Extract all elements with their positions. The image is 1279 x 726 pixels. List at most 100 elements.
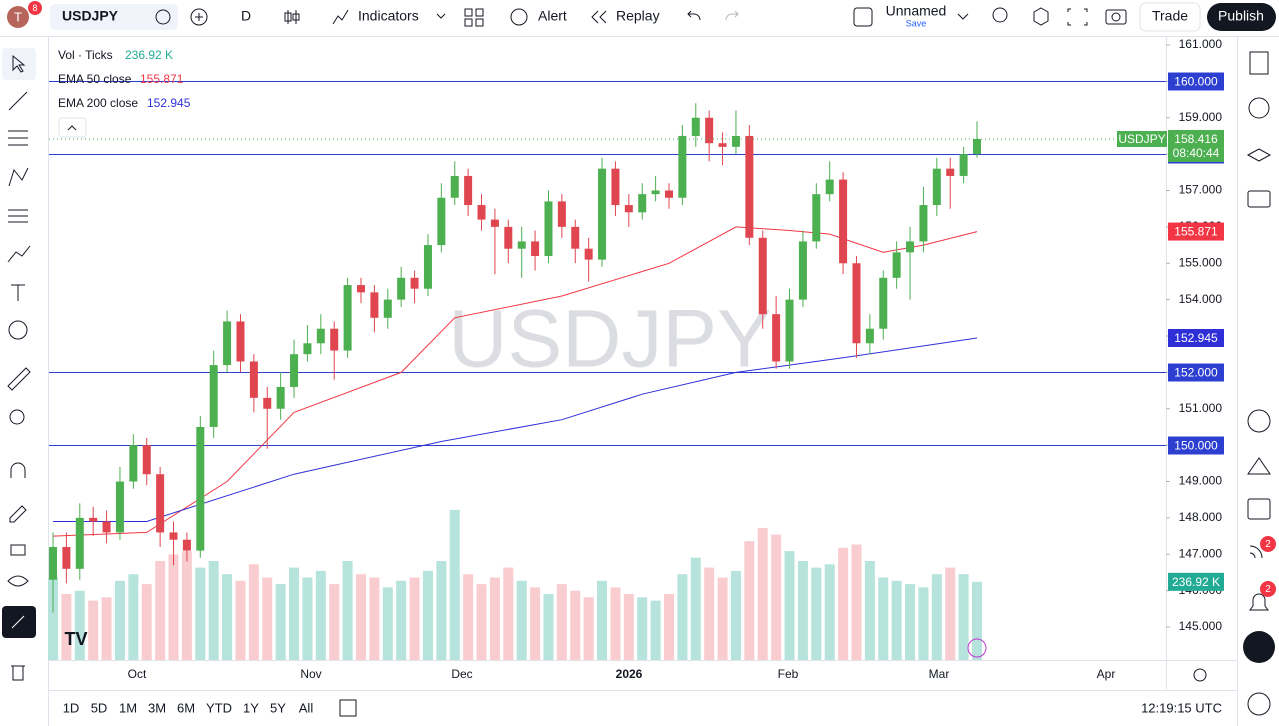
range-button[interactable]: 1D <box>63 700 80 715</box>
volume-bar <box>543 594 554 660</box>
target[interactable] <box>1247 409 1271 433</box>
notifications[interactable] <box>1249 593 1269 611</box>
settings[interactable] <box>1033 7 1049 26</box>
magnet-tool[interactable] <box>10 462 26 478</box>
projection-tool[interactable] <box>8 209 28 223</box>
event-marker[interactable] <box>967 638 987 658</box>
candle-body <box>651 190 660 195</box>
volume-bar <box>864 561 875 660</box>
watchlist[interactable] <box>1249 51 1269 75</box>
tool-selected[interactable] <box>2 48 36 80</box>
volume-bar <box>369 577 380 660</box>
publish-button[interactable] <box>1207 3 1276 31</box>
layout-checkbox[interactable] <box>853 7 873 27</box>
interval[interactable]: D <box>241 8 251 24</box>
volume-bar <box>891 580 902 660</box>
candle-body <box>731 135 740 147</box>
candle-body <box>236 321 245 362</box>
candle-body <box>263 397 272 409</box>
candle-body <box>865 328 874 344</box>
volume-tag <box>1168 572 1224 591</box>
delete-tool[interactable] <box>11 665 25 681</box>
volume-bar <box>503 567 514 660</box>
range-button[interactable]: 5D <box>91 700 108 715</box>
brush-tool[interactable] <box>7 245 31 263</box>
range-button[interactable]: 6M <box>177 700 195 715</box>
candle-body <box>49 546 57 580</box>
clock[interactable]: 12:19:15 UTC <box>1141 700 1222 715</box>
undo[interactable] <box>687 10 701 21</box>
trade-button[interactable] <box>1139 2 1201 32</box>
redo[interactable] <box>725 10 739 21</box>
stay-drawing-tool[interactable] <box>9 505 27 523</box>
apps[interactable] <box>1243 631 1275 663</box>
alert-icon[interactable] <box>510 8 528 26</box>
badge <box>1260 581 1276 597</box>
candle-body <box>879 277 888 329</box>
volume-bar <box>168 554 179 660</box>
candle-body <box>745 135 754 238</box>
range-button[interactable]: 3M <box>148 700 166 715</box>
alerts[interactable] <box>1248 97 1270 119</box>
lock-tool[interactable] <box>10 544 26 556</box>
layouts-icon[interactable] <box>464 8 484 27</box>
avatar[interactable] <box>7 6 29 28</box>
range-button[interactable]: 5Y <box>270 700 286 715</box>
x-tick-label: Nov <box>300 667 321 681</box>
streams[interactable] <box>1249 545 1263 559</box>
candle-body <box>437 197 446 246</box>
range-button[interactable]: 1Y <box>243 700 259 715</box>
candle-body <box>223 321 232 366</box>
emoji-tool[interactable] <box>8 320 28 340</box>
save[interactable]: Save <box>906 18 927 28</box>
pattern-tool[interactable] <box>8 167 29 187</box>
fullscreen[interactable] <box>1067 8 1088 26</box>
axis-settings[interactable] <box>1193 668 1207 682</box>
add-symbol[interactable] <box>190 8 208 26</box>
indicators-icon[interactable] <box>332 9 349 25</box>
zoom-tool[interactable] <box>9 409 25 425</box>
candle-body <box>249 361 258 398</box>
indicators[interactable]: Indicators <box>358 8 419 24</box>
calendar[interactable] <box>1247 498 1271 520</box>
compare-icon[interactable] <box>155 9 171 25</box>
help[interactable] <box>1247 692 1271 716</box>
snapshot[interactable] <box>1105 9 1127 25</box>
candle-body <box>423 245 432 289</box>
replay[interactable]: Replay <box>616 8 660 24</box>
volume-bar <box>208 561 219 660</box>
cursor-tool[interactable] <box>12 54 26 73</box>
quick-search[interactable] <box>992 7 1008 23</box>
collapse-legend[interactable] <box>58 117 87 138</box>
candle-body <box>316 328 325 344</box>
layout-name[interactable]: Unnamed <box>886 3 947 19</box>
ruler-tool[interactable] <box>7 367 31 391</box>
chart-type[interactable] <box>284 10 300 24</box>
text-tool[interactable] <box>11 284 25 301</box>
candle-body <box>89 517 98 522</box>
volume-bar <box>583 597 594 660</box>
range-button[interactable]: 1M <box>119 700 137 715</box>
trend-line-tool[interactable] <box>8 91 28 111</box>
x-tick-label: Feb <box>778 667 799 681</box>
badge <box>28 1 42 15</box>
alert[interactable]: Alert <box>538 8 567 24</box>
ideas[interactable] <box>1247 457 1271 475</box>
layers[interactable] <box>1246 148 1272 162</box>
chevron[interactable] <box>957 13 969 20</box>
link-tool[interactable] <box>2 606 36 638</box>
fib-tool[interactable] <box>8 130 28 146</box>
legend-volume-value: 236.92 K <box>125 48 173 62</box>
volume-bar <box>302 577 313 660</box>
range-button[interactable]: All <box>299 700 314 715</box>
date-range[interactable] <box>339 699 357 717</box>
hide-tool[interactable] <box>7 575 29 587</box>
candle-body <box>517 241 526 249</box>
range-button[interactable]: YTD <box>206 700 232 715</box>
replay-icon[interactable] <box>591 10 607 24</box>
chat[interactable] <box>1247 190 1271 208</box>
symbol-search[interactable] <box>50 4 178 30</box>
chevron[interactable] <box>436 13 446 19</box>
